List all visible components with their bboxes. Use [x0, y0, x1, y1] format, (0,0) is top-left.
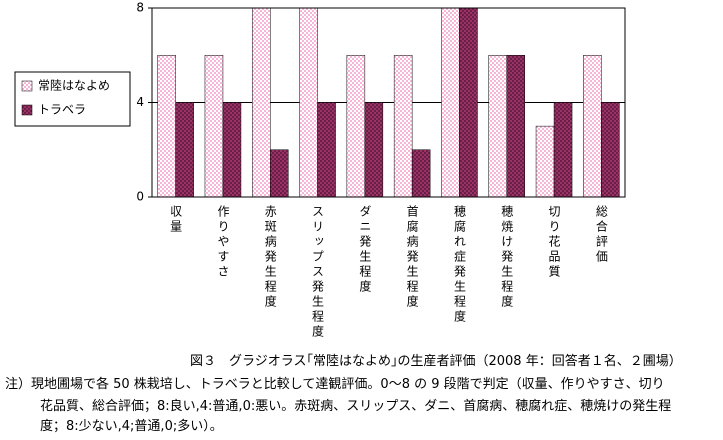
x-tick-label: ダニ発生程度: [358, 205, 372, 295]
plot-frame: [151, 7, 626, 198]
bar: [270, 149, 289, 198]
legend-box: [14, 71, 131, 127]
bar: [346, 55, 366, 198]
legend-label: トラベラ: [38, 103, 86, 117]
bar: [157, 55, 176, 198]
note-line: 注）現地圃場で各 50 株栽培し、トラベラと比較して達観評価。0～8 の 9 段…: [5, 376, 665, 392]
bar: [317, 102, 336, 198]
note-line: 花品質、総合評価；8:良い,4:普通,0:悪い。赤斑病、スリップス、ダニ、首腐病…: [40, 398, 671, 414]
bar: [411, 149, 431, 198]
bar: [364, 102, 384, 198]
y-tick-label: 4: [136, 95, 144, 109]
bar: [222, 102, 242, 198]
x-tick-label: 赤斑病発生程度: [263, 205, 277, 310]
legend-swatch: [21, 80, 33, 92]
bar: [488, 55, 507, 198]
bar: [299, 7, 318, 198]
y-tick-label: 8: [136, 1, 144, 15]
legend-swatch: [21, 104, 33, 116]
bar: [459, 7, 478, 198]
x-tick-label: スリップス発生程度: [311, 205, 325, 340]
x-tick-label: 総合評価: [594, 205, 608, 265]
bar: [393, 55, 413, 198]
x-tick-label: 切り花品質: [547, 205, 561, 280]
bar: [204, 55, 224, 198]
caption: 図３ グラジオラス｢常陸はなよめ｣の生産者評価（2008 年：回答者１名、２圃場…: [190, 353, 682, 369]
x-tick-label: 収量: [169, 205, 183, 235]
x-tick-label: 穂焼け発生程度: [500, 205, 514, 310]
note-line: 度；8:少ない,4;普通,0;多い）。: [40, 418, 223, 434]
bar: [252, 7, 271, 198]
bar: [535, 125, 555, 198]
bar: [583, 55, 602, 198]
y-tick-label: 0: [136, 190, 144, 204]
x-tick-label: 穂腐れ症発生程度: [452, 205, 466, 325]
bar: [175, 102, 194, 198]
bar: [441, 7, 460, 198]
bar: [601, 102, 620, 198]
legend-label: 常陸はなよめ: [38, 79, 110, 93]
bar: [553, 102, 573, 198]
x-tick-label: 首腐病発生程度: [405, 205, 419, 310]
x-tick-label: 作りやすさ: [216, 205, 230, 280]
bar: [506, 55, 525, 198]
